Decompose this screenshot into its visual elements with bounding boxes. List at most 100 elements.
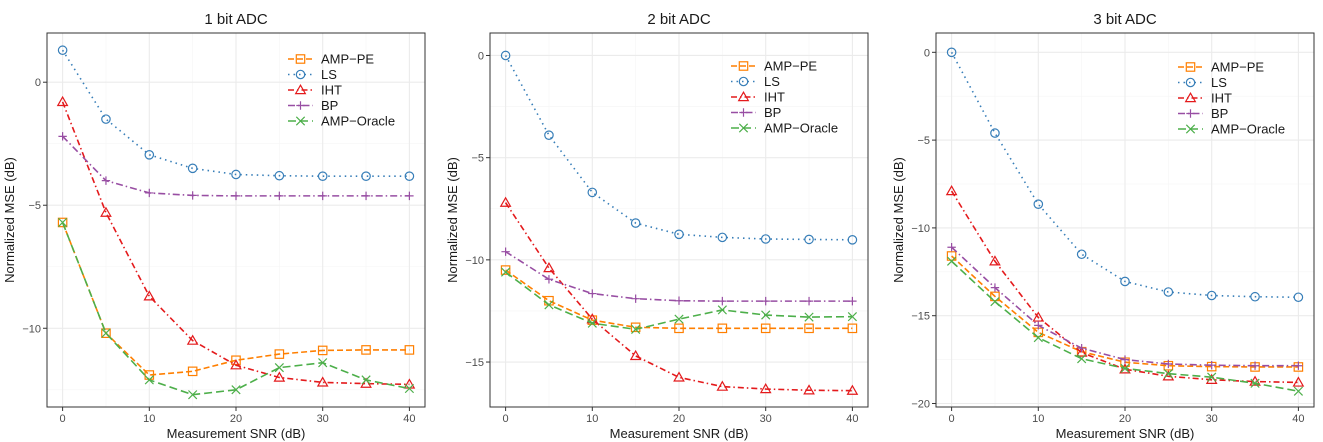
y-tick-label: 0 bbox=[924, 47, 930, 59]
series-group bbox=[945, 47, 1305, 396]
series-group bbox=[56, 45, 416, 400]
legend-key-marker bbox=[295, 116, 306, 126]
data-point bbox=[946, 256, 957, 266]
legend-key-marker bbox=[296, 101, 305, 110]
legend-key-marker bbox=[1185, 62, 1196, 72]
y-tick-label: −15 bbox=[465, 357, 484, 369]
series-line-4 bbox=[505, 271, 853, 331]
data-point bbox=[101, 176, 111, 185]
data-point bbox=[187, 163, 198, 174]
data-point bbox=[946, 251, 957, 261]
data-point bbox=[945, 184, 958, 196]
data-point bbox=[318, 358, 328, 368]
data-point bbox=[544, 130, 554, 140]
chart-title: 3 bit ADC bbox=[1093, 11, 1157, 28]
x-tick-label: 40 bbox=[846, 413, 858, 425]
data-point bbox=[1207, 361, 1216, 370]
chart-title: 1 bit ADC bbox=[204, 11, 268, 28]
data-point bbox=[631, 324, 641, 334]
data-point bbox=[1075, 346, 1088, 357]
series-line-1 bbox=[950, 51, 1299, 299]
data-point bbox=[804, 296, 814, 306]
data-point bbox=[629, 349, 642, 361]
legend-label: LS bbox=[321, 67, 337, 82]
data-point bbox=[804, 312, 814, 322]
data-point bbox=[1077, 343, 1086, 353]
y-tick-label: −15 bbox=[911, 311, 930, 323]
data-point bbox=[404, 345, 415, 355]
y-tick-label: −10 bbox=[22, 323, 41, 335]
legend-label: LS bbox=[764, 74, 780, 89]
x-tick-label: 40 bbox=[403, 413, 415, 425]
legend-label: AMP−PE bbox=[764, 59, 817, 74]
data-point bbox=[361, 191, 371, 201]
data-point bbox=[188, 191, 197, 200]
data-point bbox=[674, 314, 684, 324]
y-tick-label: −10 bbox=[465, 255, 484, 267]
data-point bbox=[404, 383, 415, 394]
data-point bbox=[1034, 321, 1043, 330]
x-tick-label: 10 bbox=[143, 413, 155, 425]
data-point bbox=[100, 206, 112, 217]
data-point bbox=[1033, 199, 1044, 209]
legend-key-marker bbox=[1185, 77, 1196, 88]
data-point bbox=[1120, 355, 1130, 364]
legend-label: AMP−Oracle bbox=[764, 121, 838, 136]
data-point bbox=[316, 376, 329, 387]
y-tick-label: 0 bbox=[478, 50, 484, 62]
data-point bbox=[947, 243, 956, 252]
data-point bbox=[1293, 386, 1304, 396]
data-point bbox=[759, 382, 772, 394]
legend-label: BP bbox=[1211, 106, 1228, 121]
data-point bbox=[1250, 378, 1260, 388]
chart-panel-1bit: 0 10 20 30 40 0 −5 −10 1 bit ADC Measurement SNR … bbox=[2, 11, 426, 441]
x-axis-title: Measurement SNR (dB) bbox=[1056, 426, 1195, 441]
x-tick-label: 30 bbox=[317, 413, 329, 425]
data-point bbox=[674, 229, 684, 240]
x-tick-label: 30 bbox=[1206, 413, 1218, 425]
axis-ticks: 0 10 20 30 40 0 −5 −10 bbox=[22, 77, 415, 425]
data-point bbox=[847, 323, 858, 334]
data-point bbox=[499, 196, 512, 207]
data-point bbox=[1163, 369, 1173, 379]
data-point bbox=[804, 323, 814, 334]
data-point bbox=[273, 371, 286, 382]
data-point bbox=[1292, 376, 1305, 387]
data-point bbox=[144, 149, 155, 160]
series-line-0 bbox=[61, 222, 410, 376]
data-point bbox=[361, 171, 371, 182]
data-point bbox=[1294, 361, 1303, 370]
data-point bbox=[274, 170, 285, 181]
data-point bbox=[587, 315, 598, 325]
data-point bbox=[1164, 359, 1173, 369]
data-point bbox=[275, 191, 284, 201]
data-point bbox=[1163, 287, 1174, 297]
data-point bbox=[544, 300, 554, 310]
data-point bbox=[1033, 333, 1043, 343]
data-point bbox=[1206, 290, 1217, 301]
legend-key-marker bbox=[295, 54, 306, 64]
data-point bbox=[630, 322, 641, 333]
data-point bbox=[57, 217, 68, 228]
data-point bbox=[188, 390, 198, 400]
data-point bbox=[631, 294, 640, 303]
data-point bbox=[760, 234, 771, 244]
legend-key-marker bbox=[738, 123, 749, 133]
data-point bbox=[587, 187, 598, 198]
series-line-1 bbox=[61, 49, 410, 178]
data-point bbox=[274, 349, 285, 359]
series-group bbox=[499, 50, 859, 395]
data-point bbox=[760, 323, 771, 334]
x-axis-title: Measurement SNR (dB) bbox=[167, 426, 306, 441]
data-point bbox=[274, 363, 284, 373]
legend-key-marker bbox=[1184, 91, 1197, 103]
data-point bbox=[544, 275, 554, 284]
axis-ticks: 0 10 20 30 40 0 −5 −10 −15 bbox=[465, 50, 858, 425]
legend-label: BP bbox=[321, 98, 338, 113]
data-point bbox=[361, 375, 371, 385]
data-point bbox=[543, 261, 555, 273]
x-axis-title: Measurement SNR (dB) bbox=[610, 426, 749, 441]
data-point bbox=[674, 323, 684, 334]
data-point bbox=[101, 328, 111, 338]
